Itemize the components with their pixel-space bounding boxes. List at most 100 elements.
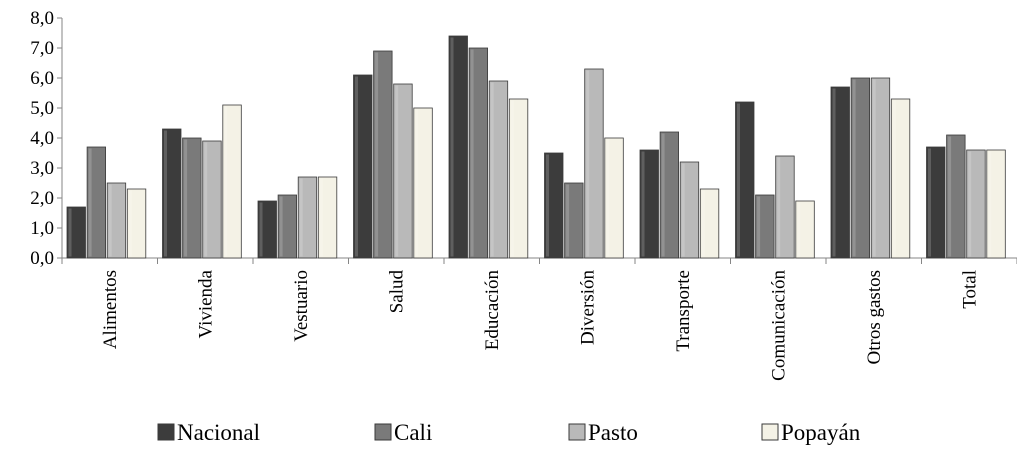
bar-highlight <box>546 154 549 257</box>
bar-popay-n-1 <box>126 188 147 259</box>
bar-highlight <box>777 157 781 257</box>
bar-popay-n-6 <box>604 137 624 259</box>
bar-pasto-6 <box>584 68 604 259</box>
bar-highlight <box>928 148 931 257</box>
x-category-label: Comunicación <box>768 270 789 381</box>
y-tick-label: 6,0 <box>30 68 54 89</box>
bar-pasto-4 <box>393 83 413 259</box>
x-category-label: Vivienda <box>195 269 216 338</box>
bar-nacional-4 <box>353 74 373 259</box>
legend-swatch-popay-n <box>761 423 779 441</box>
legend-swatch-pasto <box>568 423 586 441</box>
bar-highlight <box>88 148 92 257</box>
bar-nacional-10 <box>926 146 946 259</box>
bar-cali-7 <box>659 131 679 259</box>
x-category-label: Diversión <box>577 270 598 345</box>
bar-pasto-1 <box>106 182 127 259</box>
bar-cali-10 <box>946 134 966 259</box>
bar-nacional-9 <box>830 86 850 259</box>
bar-highlight <box>184 139 188 257</box>
bar-cali-5 <box>468 47 489 259</box>
bar-highlight <box>415 109 419 257</box>
bar-cali-8 <box>755 194 775 259</box>
legend-label: Popayán <box>781 420 861 445</box>
bar-highlight <box>375 52 379 257</box>
bar-nacional-7 <box>639 149 659 259</box>
x-category-label: Transporte <box>673 270 694 352</box>
legend-label: Nacional <box>177 420 260 445</box>
bar-highlight <box>204 142 208 257</box>
chart-legend: Nacional Cali Pasto Popayán <box>157 420 861 445</box>
y-tick-labels: 0,0 1,0 2,0 3,0 4,0 5,0 6,0 7,0 8,0 <box>30 8 54 269</box>
bar-highlight <box>259 202 263 257</box>
y-tick-label: 1,0 <box>30 218 54 239</box>
x-category-label: Educación <box>482 270 503 351</box>
bar-cali-6 <box>564 182 584 259</box>
bar-highlight <box>832 88 836 257</box>
bar-highlight <box>450 37 454 257</box>
bar-popay-n-10 <box>986 149 1006 259</box>
bar-highlight <box>797 202 801 257</box>
bar-highlight <box>892 100 896 257</box>
bar-highlight <box>470 49 474 257</box>
x-category-label: Total <box>959 270 980 309</box>
y-tick-label: 8,0 <box>30 8 54 29</box>
bar-highlight <box>586 70 590 257</box>
bar-cali-2 <box>182 137 202 259</box>
bar-popay-n-9 <box>890 98 911 259</box>
bar-highlight <box>681 163 685 257</box>
bar-highlight <box>661 133 665 257</box>
bar-popay-n-3 <box>317 176 338 259</box>
legend-swatch-cali <box>374 423 392 441</box>
bar-highlight <box>224 106 228 257</box>
bar-highlight <box>872 79 876 257</box>
y-tick-label: 7,0 <box>30 38 54 59</box>
bar-nacional-1 <box>66 206 86 259</box>
y-tick-label: 3,0 <box>30 158 54 179</box>
bar-nacional-6 <box>544 152 564 259</box>
bar-pasto-2 <box>202 140 222 259</box>
bar-nacional-3 <box>257 200 277 259</box>
bar-highlight <box>852 79 856 257</box>
y-tick-label: 5,0 <box>30 98 54 119</box>
bar-highlight <box>490 82 494 257</box>
legend-swatch-nacional <box>157 423 175 441</box>
bar-cali-3 <box>277 194 298 259</box>
bar-popay-n-5 <box>508 98 529 259</box>
bar-highlight <box>319 178 323 257</box>
bar-highlight <box>737 103 740 257</box>
y-tick-label: 2,0 <box>30 188 54 209</box>
y-tick-label: 4,0 <box>30 128 54 149</box>
chart-bars <box>66 35 1006 259</box>
bar-nacional-5 <box>448 35 468 259</box>
bar-highlight <box>968 151 972 257</box>
x-category-label: Otros gastos <box>864 270 885 364</box>
bar-highlight <box>606 139 610 257</box>
bar-highlight <box>164 130 167 257</box>
bar-pasto-10 <box>966 149 986 259</box>
bar-popay-n-4 <box>413 107 433 259</box>
legend-label: Pasto <box>588 420 638 445</box>
bar-pasto-9 <box>870 77 891 259</box>
y-tick-label: 0,0 <box>30 248 54 269</box>
bar-highlight <box>988 151 992 257</box>
x-category-label: Alimentos <box>100 270 121 349</box>
bar-cali-9 <box>850 77 870 259</box>
x-tick-labels: Alimentos Vivienda Vestuario Salud Educación… <box>100 269 981 380</box>
x-category-label: Salud <box>386 270 407 314</box>
x-category-label: Vestuario <box>291 270 312 342</box>
bar-highlight <box>566 184 570 257</box>
bar-highlight <box>108 184 112 257</box>
bar-pasto-5 <box>488 80 509 259</box>
bar-highlight <box>355 76 358 257</box>
bar-highlight <box>395 85 399 257</box>
legend-label: Cali <box>394 420 432 445</box>
bar-nacional-2 <box>162 128 182 259</box>
bar-pasto-8 <box>775 155 795 259</box>
bar-cali-4 <box>373 50 393 259</box>
bar-popay-n-8 <box>795 200 815 259</box>
bar-highlight <box>299 178 303 257</box>
bar-highlight <box>757 196 761 257</box>
bar-pasto-3 <box>297 176 318 259</box>
